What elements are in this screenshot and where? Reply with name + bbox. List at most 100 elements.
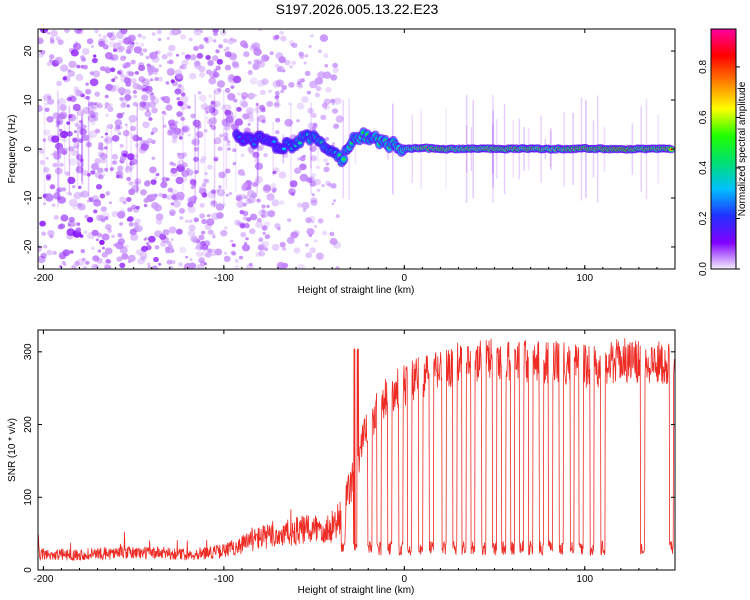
spectrogram-cell bbox=[332, 62, 338, 68]
spectrogram-cell bbox=[176, 191, 185, 200]
spectrogram-cell bbox=[141, 94, 149, 101]
spectrogram-cell bbox=[196, 52, 204, 59]
spectrogram-cell bbox=[332, 67, 339, 74]
spectrogram-cell bbox=[85, 82, 89, 86]
bottom-x-axis-label: Height of straight line (km) bbox=[298, 585, 415, 596]
top-x-tick-label: -200 bbox=[33, 273, 53, 284]
spectrogram-cell bbox=[236, 200, 245, 208]
spectrogram-cell bbox=[69, 95, 77, 103]
spectrogram-cell bbox=[139, 42, 145, 47]
spectrogram-cell bbox=[208, 117, 218, 125]
spectrogram-cell bbox=[201, 192, 208, 198]
spectrogram-cell bbox=[206, 218, 215, 226]
spectrogram-cell bbox=[90, 106, 94, 110]
spectrogram-cell bbox=[185, 219, 189, 223]
spectrogram-cell bbox=[266, 101, 273, 107]
spectrogram-cell bbox=[128, 222, 134, 227]
spectrogram-cell bbox=[274, 34, 280, 40]
spectrogram-cell bbox=[111, 234, 116, 238]
spectrogram-cell bbox=[257, 243, 266, 251]
spectrogram-cell bbox=[101, 246, 105, 250]
spectrogram-cell bbox=[99, 193, 106, 199]
spectrogram-cell bbox=[55, 188, 61, 194]
spectrogram-cell bbox=[120, 55, 126, 62]
spectrogram-cell bbox=[104, 132, 108, 136]
spectrogram-cell bbox=[321, 184, 325, 188]
spectrogram-cell bbox=[121, 253, 129, 260]
spectrogram-cell bbox=[172, 200, 181, 208]
spectrogram-cell bbox=[325, 86, 332, 93]
spectrogram-cell bbox=[101, 233, 110, 241]
spectrogram-cell bbox=[123, 55, 127, 59]
spectrogram-cell bbox=[85, 88, 92, 95]
spectrogram-cell bbox=[39, 160, 45, 165]
spectrogram-cell bbox=[190, 195, 198, 202]
spectrogram-cell bbox=[207, 229, 214, 235]
spectrogram-cell bbox=[227, 140, 231, 144]
spectrogram-cell bbox=[150, 131, 155, 135]
spectrogram-cell bbox=[139, 52, 144, 56]
spectrogram-cell bbox=[257, 60, 265, 68]
spectrogram-cell bbox=[310, 199, 318, 206]
spectrogram-cell bbox=[73, 42, 82, 51]
spectrogram-cell bbox=[253, 93, 257, 97]
spectrogram-cell bbox=[255, 220, 264, 229]
spectrogram-cell bbox=[161, 110, 166, 115]
spectrogram-cell bbox=[68, 216, 75, 223]
spectrogram-cell bbox=[68, 198, 78, 207]
spectrogram-cell bbox=[91, 229, 99, 237]
spectrogram-cell bbox=[119, 125, 123, 129]
spectrogram-cell bbox=[282, 69, 286, 73]
spectrogram-cell bbox=[137, 33, 142, 38]
spectrogram-cell bbox=[300, 78, 305, 83]
spectrogram-cell bbox=[211, 200, 216, 205]
spectrogram-cell bbox=[135, 180, 139, 184]
spectrogram-cell bbox=[86, 199, 90, 203]
spectrogram-cell bbox=[89, 78, 99, 87]
spectrogram-cell bbox=[204, 172, 208, 176]
spectrogram-cell bbox=[137, 257, 145, 265]
top-y-tick-label: 20 bbox=[23, 45, 34, 57]
spectrogram-cell bbox=[113, 75, 118, 80]
spectrogram-cell bbox=[313, 239, 318, 243]
spectrogram-cell bbox=[286, 236, 295, 244]
spectrogram-cell bbox=[98, 33, 102, 37]
spectrogram-cell bbox=[180, 92, 186, 97]
spectrogram-cell bbox=[105, 192, 110, 196]
spectrogram-cell bbox=[134, 178, 142, 185]
spectrogram-cell bbox=[232, 148, 237, 153]
spectrogram-cell bbox=[297, 80, 302, 85]
spectrogram-cell bbox=[227, 38, 234, 45]
spectrogram-cell bbox=[104, 94, 109, 99]
spectrogram-cell bbox=[258, 237, 264, 242]
spectrogram-cell bbox=[217, 146, 223, 152]
spectrogram-cell bbox=[143, 203, 148, 208]
spectrogram-cell bbox=[204, 178, 210, 184]
spectrogram-streak bbox=[317, 135, 319, 163]
spectrogram-cell bbox=[199, 245, 203, 249]
spectrogram-cell bbox=[207, 60, 214, 66]
spectrogram-cell bbox=[66, 96, 72, 102]
spectrogram-cell bbox=[126, 217, 131, 222]
spectrogram-cell bbox=[119, 96, 124, 101]
spectrogram-cell bbox=[246, 217, 252, 222]
spectrogram-cell bbox=[224, 51, 232, 58]
spectrogram-cell bbox=[232, 75, 242, 84]
spectrogram-cell bbox=[51, 203, 56, 207]
spectrogram-cell bbox=[267, 210, 276, 218]
spectrogram-cell bbox=[110, 31, 115, 36]
spectrogram-streak bbox=[76, 112, 79, 186]
spectrogram-cell bbox=[119, 143, 124, 148]
top-y-tick-label: -20 bbox=[23, 239, 34, 254]
spectrogram-cell bbox=[141, 35, 146, 40]
spectrogram-cell bbox=[333, 97, 342, 105]
spectrogram-cell bbox=[180, 34, 186, 40]
spectrogram-cell bbox=[75, 73, 84, 81]
spectrogram-cell bbox=[261, 240, 269, 248]
spectrogram-cell bbox=[158, 262, 162, 266]
spectrogram-cell bbox=[247, 196, 256, 204]
spectrogram-cell bbox=[51, 135, 60, 143]
spectrogram-cell bbox=[194, 170, 199, 174]
spectrogram-cell bbox=[261, 78, 269, 85]
spectrogram-cell bbox=[213, 69, 218, 73]
